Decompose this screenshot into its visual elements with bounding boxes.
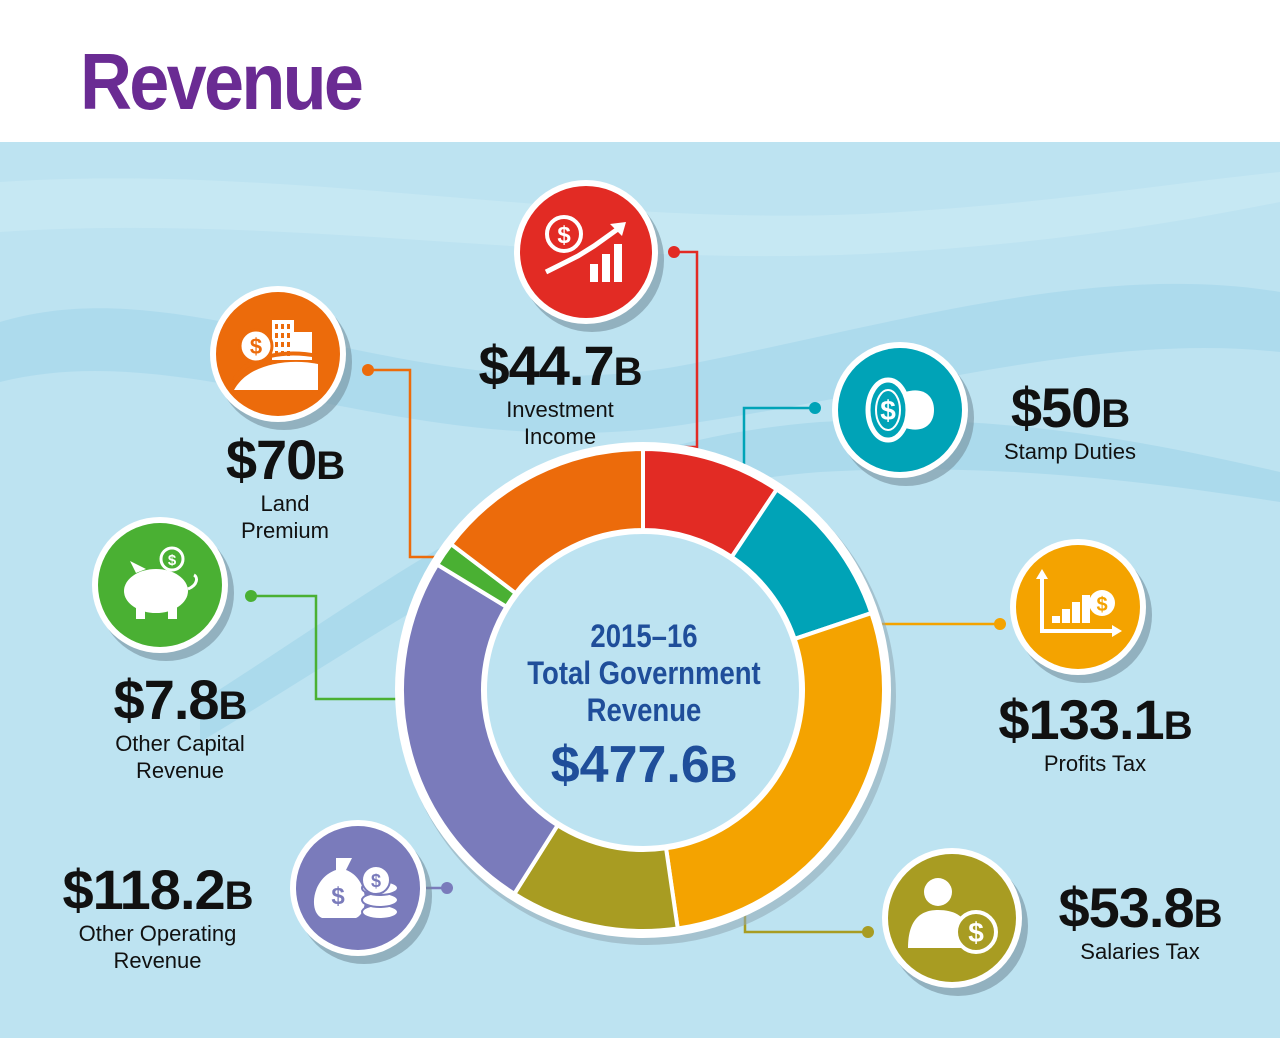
caption-other-capital-revenue: Other Capital Revenue xyxy=(115,731,245,783)
value-land-premium: $70 xyxy=(225,428,317,491)
category-badges: $$$$$$$$ xyxy=(92,180,1152,996)
svg-text:$: $ xyxy=(371,871,381,891)
center-summary: 2015–16 Total Government Revenue $477.6B xyxy=(494,618,794,791)
label-stamp-duties: $50B Stamp Duties xyxy=(960,380,1180,465)
caption-investment-income: Investment Income xyxy=(506,397,614,449)
value-other-operating-revenue: $118.2 xyxy=(62,858,225,921)
svg-text:$: $ xyxy=(331,883,345,910)
unit-salaries-tax: B xyxy=(1193,892,1223,936)
page-title: Revenue xyxy=(80,37,364,126)
center-total-unit: B xyxy=(709,749,738,791)
caption-land-premium: Land Premium xyxy=(240,491,329,543)
label-investment-income: $44.7B Investment Income xyxy=(430,338,690,450)
unit-investment-income: B xyxy=(613,350,643,394)
caption-other-operating-revenue: Other Operating Revenue xyxy=(78,921,237,973)
svg-text:$: $ xyxy=(968,917,984,948)
center-total-value: $477.6 xyxy=(550,736,710,794)
label-other-operating-revenue: $118.2B Other Operating Revenue xyxy=(20,862,295,974)
buildings-icon: $ xyxy=(210,286,352,430)
unit-other-operating-revenue: B xyxy=(224,874,254,918)
connector-stamp-duties xyxy=(742,406,815,487)
unit-other-capital-revenue: B xyxy=(218,684,248,728)
value-profits-tax: $133.1 xyxy=(998,688,1164,751)
label-profits-tax: $133.1B Profits Tax xyxy=(950,692,1240,777)
caption-profits-tax: Profits Tax xyxy=(1043,751,1147,776)
connector-dot-stamp-duties xyxy=(809,402,821,414)
center-total: $477.6B xyxy=(494,739,794,791)
unit-land-premium: B xyxy=(316,444,345,488)
chart-growth-icon: $ xyxy=(514,180,664,332)
stamp-icon: $ xyxy=(832,342,974,486)
slice-profits-tax xyxy=(663,610,886,931)
connector-dot-profits-tax xyxy=(994,618,1006,630)
connector-dot-salaries-tax xyxy=(862,926,874,938)
piggy-bank-icon: $ xyxy=(92,517,234,661)
label-land-premium: $70B Land Premium xyxy=(175,432,395,544)
svg-text:$: $ xyxy=(880,395,896,426)
label-salaries-tax: $53.8B Salaries Tax xyxy=(1010,880,1270,965)
label-other-capital-revenue: $7.8B Other Capital Revenue xyxy=(60,672,300,784)
svg-text:$: $ xyxy=(168,552,177,569)
center-title-line1: Total Government xyxy=(527,655,761,691)
donut-hole xyxy=(483,530,803,850)
bar-chart-coins-icon: $ xyxy=(1010,539,1152,683)
connector-dot-land-premium xyxy=(362,364,374,376)
connector-other-capital-revenue xyxy=(251,594,406,701)
person-coin-icon: $ xyxy=(882,848,1028,996)
unit-profits-tax: B xyxy=(1163,704,1193,748)
value-investment-income: $44.7 xyxy=(478,334,614,397)
svg-text:$: $ xyxy=(250,334,262,359)
center-year: 2015–16 xyxy=(590,618,698,654)
value-other-capital-revenue: $7.8 xyxy=(113,668,220,731)
connector-dot-other-capital-revenue xyxy=(245,590,257,602)
value-salaries-tax: $53.8 xyxy=(1058,876,1194,939)
connector-dot-other-operating-revenue xyxy=(441,882,453,894)
caption-salaries-tax: Salaries Tax xyxy=(1080,939,1200,964)
svg-text:$: $ xyxy=(557,222,571,249)
connector-dot-investment-income xyxy=(668,246,680,258)
center-title-line2: Revenue xyxy=(586,692,702,728)
money-bag-icon: $$ xyxy=(290,820,432,964)
donut-ring xyxy=(395,442,896,945)
svg-text:$: $ xyxy=(1096,594,1107,616)
caption-stamp-duties: Stamp Duties xyxy=(1003,439,1137,464)
value-stamp-duties: $50 xyxy=(1010,376,1102,439)
unit-stamp-duties: B xyxy=(1101,392,1130,436)
